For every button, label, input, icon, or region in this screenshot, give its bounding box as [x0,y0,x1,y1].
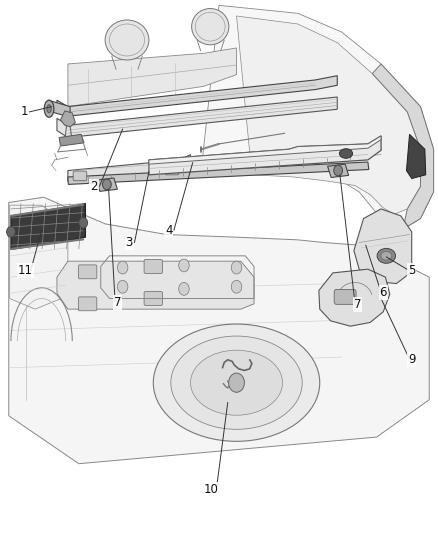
Text: 7: 7 [353,298,361,311]
Polygon shape [9,197,429,464]
Polygon shape [96,178,117,191]
Circle shape [79,217,88,228]
Polygon shape [57,261,254,309]
Polygon shape [149,136,381,175]
Circle shape [7,227,15,237]
Polygon shape [10,205,68,309]
FancyBboxPatch shape [144,292,162,305]
Polygon shape [11,204,85,249]
Ellipse shape [381,252,392,260]
Polygon shape [372,64,434,229]
Polygon shape [354,209,412,284]
Text: 3: 3 [126,236,133,249]
Polygon shape [48,100,70,117]
Polygon shape [68,155,191,181]
Text: 10: 10 [204,483,219,496]
Ellipse shape [191,9,229,45]
Circle shape [231,280,242,293]
Polygon shape [57,97,337,138]
Polygon shape [68,162,369,184]
Ellipse shape [105,20,149,60]
Ellipse shape [377,248,396,263]
FancyBboxPatch shape [78,297,97,311]
Text: 5: 5 [408,264,415,277]
Polygon shape [406,134,426,179]
Polygon shape [57,76,337,116]
Text: 9: 9 [408,353,416,366]
Text: 2: 2 [90,180,98,193]
Ellipse shape [191,350,283,415]
Ellipse shape [47,104,51,112]
Polygon shape [59,134,84,146]
Polygon shape [328,164,349,177]
Circle shape [179,282,189,295]
Ellipse shape [153,324,320,441]
Circle shape [117,261,128,274]
Circle shape [334,165,343,176]
Circle shape [117,280,128,293]
Circle shape [231,261,242,274]
Text: 7: 7 [113,296,121,309]
FancyBboxPatch shape [78,265,97,279]
FancyBboxPatch shape [73,171,87,181]
Text: 6: 6 [379,286,387,298]
Text: 1: 1 [20,106,28,118]
Ellipse shape [171,336,302,430]
Ellipse shape [339,149,353,158]
Polygon shape [149,136,381,164]
Polygon shape [319,269,390,326]
Circle shape [179,259,189,272]
Circle shape [102,179,111,190]
Polygon shape [60,111,75,127]
Ellipse shape [44,100,54,117]
Polygon shape [237,16,420,214]
Polygon shape [201,5,434,229]
FancyBboxPatch shape [165,165,179,175]
Circle shape [229,373,244,392]
Text: 11: 11 [18,264,33,277]
FancyBboxPatch shape [334,289,356,304]
Text: 4: 4 [165,224,173,237]
Polygon shape [68,48,237,107]
FancyBboxPatch shape [144,260,162,273]
